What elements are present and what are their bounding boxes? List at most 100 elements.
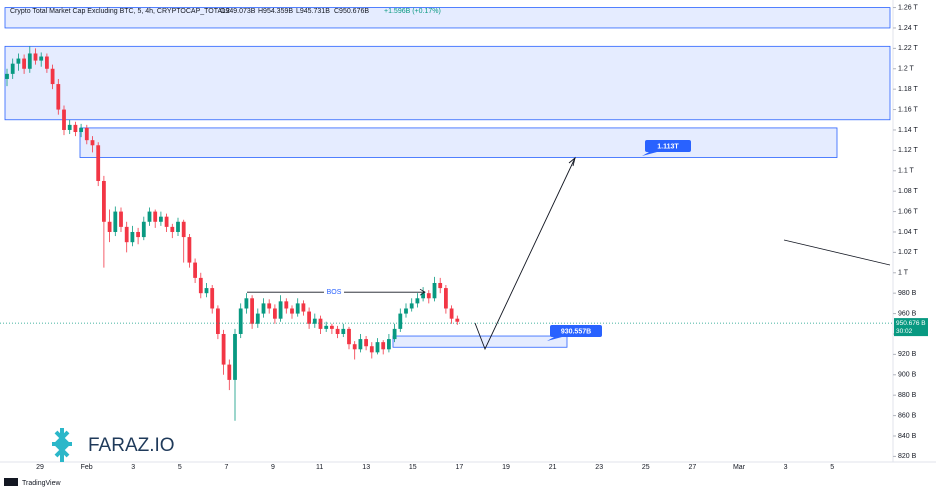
legend-value: O949.073B xyxy=(220,8,256,15)
x-tick-label: 19 xyxy=(502,464,510,471)
candle-body xyxy=(250,298,254,324)
label-pointer xyxy=(642,152,657,156)
x-tick-label: 11 xyxy=(316,464,323,471)
y-tick-label: 1.14 T xyxy=(898,127,918,134)
candle-body xyxy=(364,339,368,347)
zones xyxy=(4,7,891,348)
last-price-label: 950.676 B xyxy=(896,320,926,327)
candle-body xyxy=(141,221,146,238)
candle-body xyxy=(312,318,317,324)
candle-body xyxy=(84,127,89,141)
y-tick-label: 1.26 T xyxy=(898,4,918,11)
candle-body xyxy=(56,84,61,110)
candle-body xyxy=(113,211,118,232)
candle-body xyxy=(273,308,277,319)
candle-body xyxy=(62,109,66,130)
x-tick-label: 29 xyxy=(36,464,44,471)
candle-body xyxy=(330,325,334,329)
candle-body xyxy=(438,282,443,289)
chart-title: Crypto Total Market Cap Excluding BTC, 5… xyxy=(10,8,230,15)
y-tick-label: 1.24 T xyxy=(898,25,918,32)
price-label-box xyxy=(550,325,602,337)
zone xyxy=(4,7,891,29)
candle-body xyxy=(375,342,380,353)
candle-body xyxy=(159,216,163,222)
candle-body xyxy=(421,293,425,299)
candle-body xyxy=(73,124,78,133)
y-tick-label: 1.1 T xyxy=(898,168,915,175)
candle-body xyxy=(147,211,152,222)
candle-body xyxy=(181,221,186,238)
candle-body xyxy=(90,140,95,146)
y-tick-label: 980 B xyxy=(898,290,917,297)
candle-body xyxy=(449,308,454,319)
watermark-text: FARAZ.IO xyxy=(88,435,175,456)
candle-body xyxy=(244,298,249,309)
candle-body xyxy=(392,328,397,340)
x-tick-label: 7 xyxy=(224,464,228,471)
x-tick-label: 25 xyxy=(642,464,650,471)
candle-body xyxy=(124,226,129,243)
candle-body xyxy=(398,313,403,329)
candle-body xyxy=(290,308,294,314)
candle-body xyxy=(278,301,283,319)
candle-body xyxy=(198,277,203,294)
candle-body xyxy=(10,63,15,74)
x-tick-label: 13 xyxy=(362,464,370,471)
candle-body xyxy=(295,303,300,314)
countdown: 30:02 xyxy=(896,328,913,335)
bos-bg xyxy=(324,287,344,298)
candle-body xyxy=(33,53,38,61)
candle-body xyxy=(455,318,460,322)
candle-body xyxy=(119,211,123,227)
x-tick-label: 27 xyxy=(689,464,697,471)
tv-logo xyxy=(4,478,18,486)
x-tick-label: 5 xyxy=(830,464,834,471)
y-tick-label: 960 B xyxy=(898,310,917,317)
logo-icon xyxy=(52,428,72,462)
candle-body xyxy=(347,328,351,345)
candle-body xyxy=(164,216,169,227)
zone xyxy=(4,45,891,121)
price-label: 1.113T xyxy=(657,143,679,150)
candle-body xyxy=(187,237,192,263)
y-tick-label: 1.04 T xyxy=(898,229,918,236)
zone xyxy=(392,335,568,348)
x-tick-label: 3 xyxy=(131,464,135,471)
y-tick-label: 880 B xyxy=(898,392,917,399)
candle-body xyxy=(307,311,311,324)
projection-arrow xyxy=(474,157,576,351)
legend-value: H954.359B xyxy=(258,8,293,15)
y-tick-label: 840 B xyxy=(898,433,917,440)
candle-body xyxy=(261,303,266,314)
bos-arrow xyxy=(419,288,426,296)
legend-value: L945.731B xyxy=(296,8,330,15)
candle-body xyxy=(16,58,21,64)
candle-body xyxy=(324,325,329,329)
candle-body xyxy=(79,127,83,133)
candle-body xyxy=(387,339,391,350)
candle-body xyxy=(136,231,140,238)
x-tick-label: 15 xyxy=(409,464,417,471)
x-tick-label: 3 xyxy=(784,464,788,471)
candle-body xyxy=(426,293,431,299)
candle-body xyxy=(404,308,408,314)
candle-body xyxy=(444,288,448,309)
candle-body xyxy=(210,288,215,309)
y-tick-label: 1.18 T xyxy=(898,86,918,93)
candle-body xyxy=(153,211,158,222)
x-tick-label: 17 xyxy=(456,464,464,471)
candle-body xyxy=(352,344,357,350)
candle-body xyxy=(221,333,226,365)
candle-body xyxy=(5,73,9,79)
y-tick-label: 860 B xyxy=(898,412,917,419)
y-tick-label: 1.2 T xyxy=(898,66,915,73)
ohlc-legend: O949.073B H954.359B L945.731B C950.676B +1.5… xyxy=(220,8,441,15)
arrow-head xyxy=(568,156,576,167)
x-tick-label: 5 xyxy=(178,464,182,471)
y-tick-label: 1.16 T xyxy=(898,106,918,113)
candle-body xyxy=(39,56,44,61)
candle-body xyxy=(102,180,106,222)
watermark: FARAZ.IO xyxy=(52,428,175,462)
